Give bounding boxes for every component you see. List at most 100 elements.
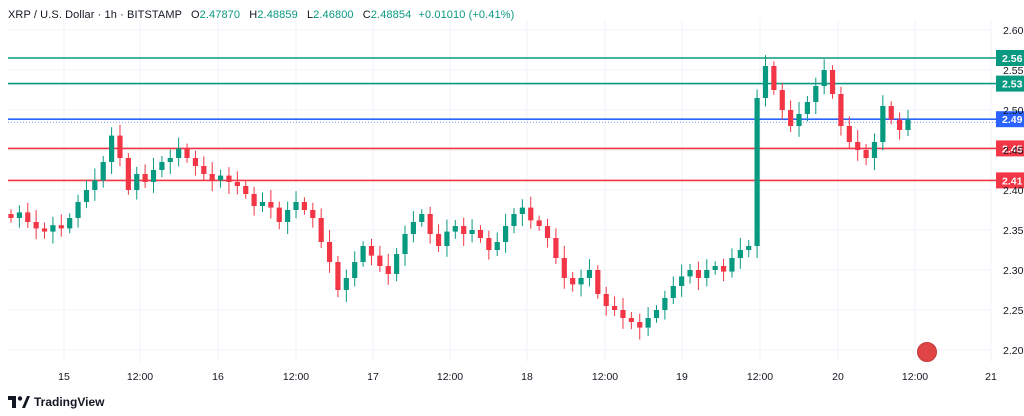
candle-body	[360, 246, 366, 262]
candle-body	[268, 202, 274, 208]
high-label: H	[249, 9, 258, 21]
price-tick-label: 2.60	[1003, 25, 1024, 37]
candle-body	[888, 106, 894, 120]
candle-body	[377, 255, 383, 266]
candle-body	[184, 148, 190, 158]
candle-body	[159, 162, 165, 170]
candle-body	[209, 174, 215, 181]
candle-body	[150, 170, 157, 182]
candle-body	[8, 214, 14, 218]
price-axis[interactable]: 2.20 2.25 2.30 2.35 2.40 2.45 2.50 2.55 2.60	[1003, 25, 1024, 357]
candle-body	[125, 158, 131, 190]
candle-body	[762, 66, 769, 98]
candle-body	[729, 258, 735, 272]
us-flag-icon[interactable]	[917, 342, 937, 362]
time-tick-label: 12:00	[437, 371, 463, 383]
candle-body	[192, 158, 199, 166]
candle-body	[167, 158, 173, 162]
open-label: O	[191, 9, 200, 21]
candle-body	[561, 258, 567, 278]
level-badge	[996, 172, 1024, 189]
candle-body	[846, 126, 852, 142]
candle-body	[285, 210, 291, 222]
candle-body	[100, 162, 106, 181]
candle-body	[771, 66, 777, 90]
candle-body	[226, 175, 232, 182]
time-tick-label: 20	[832, 371, 844, 383]
candle-body	[402, 234, 408, 254]
candle-body	[16, 212, 22, 218]
level-label: 2.45	[1002, 143, 1023, 155]
candle-body	[813, 86, 819, 102]
symbol-header: XRP / U.S. Dollar · 1h · BITSTAMP O2.478…	[8, 9, 514, 21]
candle-body	[410, 222, 416, 234]
candle-body	[746, 246, 752, 250]
level-badge	[996, 140, 1024, 157]
candle-body	[461, 226, 467, 234]
candle-body	[217, 175, 224, 181]
candle-body	[477, 230, 484, 238]
candle-body	[829, 70, 836, 94]
candle-body	[326, 242, 333, 262]
candle-body	[343, 278, 349, 290]
level-label: 2.49	[1002, 114, 1023, 126]
candle-body	[301, 202, 308, 210]
candle-body	[670, 286, 676, 298]
candle-body	[737, 250, 743, 258]
candle-body	[905, 119, 911, 130]
price-tick-label: 2.50	[1003, 105, 1024, 117]
grid	[8, 20, 992, 362]
candle-body	[33, 222, 39, 229]
candle-body	[519, 207, 525, 214]
candle-body	[75, 202, 81, 218]
candle-body	[83, 190, 90, 202]
candle-body	[243, 186, 249, 194]
candle-body	[804, 102, 811, 114]
candle-body	[276, 207, 282, 222]
candle-body	[234, 182, 240, 186]
candle-body	[821, 70, 827, 86]
time-tick-label: 21	[985, 371, 997, 383]
candle-body	[611, 306, 618, 310]
candle-body	[503, 226, 509, 242]
candle-body	[871, 142, 878, 158]
tradingview-logo[interactable]: TradingView	[8, 395, 104, 409]
price-tick-label: 2.55	[1003, 65, 1024, 77]
level-badge	[996, 111, 1024, 128]
candle-body	[863, 150, 869, 158]
candle-body	[720, 266, 727, 272]
low-value: 2.46800	[313, 9, 354, 21]
candle-body	[67, 218, 73, 229]
candle-body	[25, 212, 31, 222]
candle-body	[704, 270, 710, 278]
high-value: 2.48859	[257, 9, 298, 21]
candle-body	[435, 234, 442, 246]
candle-body	[335, 262, 341, 290]
candle-body	[469, 230, 475, 234]
time-tick-label: 12:00	[747, 371, 773, 383]
candle-body	[570, 278, 576, 285]
price-tick-label: 2.30	[1003, 265, 1024, 277]
level-label: 2.53	[1002, 79, 1023, 91]
candle-body	[201, 166, 207, 174]
level-badge	[996, 50, 1024, 66]
candle-body	[880, 106, 886, 142]
candle-body	[368, 246, 375, 256]
candle-body	[637, 322, 643, 328]
candle-body	[536, 220, 542, 226]
candle-body	[796, 114, 802, 126]
candle-body	[486, 238, 492, 250]
candle-body	[293, 202, 299, 210]
candle-body	[838, 94, 844, 126]
candle-body	[788, 110, 794, 126]
change-value: +0.01010 (+0.41%)	[418, 9, 515, 21]
candle-body	[620, 310, 626, 318]
time-tick-label: 18	[521, 371, 533, 383]
symbol-title: XRP / U.S. Dollar · 1h · BITSTAMP	[8, 9, 182, 21]
time-tick-label: 12:00	[902, 371, 928, 383]
candle-body	[712, 266, 718, 270]
candle-body	[444, 231, 450, 246]
time-tick-label: 12:00	[592, 371, 618, 383]
time-axis[interactable]: 15 12:00 16 12:00 17 12:00 18 12:00 19 12:00 20 12:…	[58, 371, 997, 383]
